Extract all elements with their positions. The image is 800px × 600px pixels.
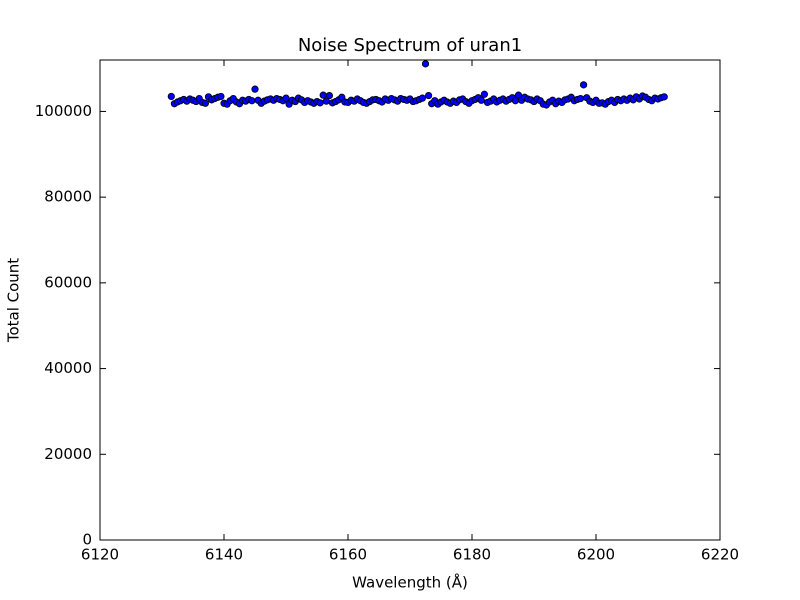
point (424, 91, 433, 100)
point (167, 92, 175, 101)
x-tick-label: 6180 (453, 546, 491, 564)
point (251, 85, 259, 93)
point (579, 81, 588, 89)
x-tick-label: 6140 (205, 546, 243, 564)
y-tick-label: 60000 (44, 273, 92, 291)
point (201, 99, 209, 107)
plot-area (167, 60, 668, 109)
y-axis-label: Total Count (5, 258, 23, 343)
point (248, 97, 256, 105)
point (477, 96, 485, 104)
y-tick-label: 40000 (44, 359, 92, 377)
y-tick-label: 0 (82, 531, 92, 549)
y-tick-label: 100000 (35, 102, 92, 120)
point (576, 94, 585, 103)
y-tick-label: 80000 (44, 188, 92, 206)
point (316, 99, 324, 107)
point (325, 91, 333, 100)
point (421, 60, 430, 68)
point (319, 91, 327, 99)
chart-title: Noise Spectrum of uran1 (298, 35, 522, 56)
point (418, 94, 426, 102)
x-tick-label: 6200 (577, 546, 615, 564)
point (217, 92, 225, 101)
x-tick-label: 6120 (81, 546, 119, 564)
y-tick-label: 20000 (44, 445, 92, 463)
x-tick-label: 6220 (701, 546, 739, 564)
point (660, 93, 668, 101)
point (282, 94, 290, 102)
x-axis-label: Wavelength (Å) (352, 573, 468, 592)
x-tick-label: 6160 (329, 546, 367, 564)
point (480, 90, 488, 98)
point (514, 91, 523, 99)
plot-frame (99, 59, 721, 541)
